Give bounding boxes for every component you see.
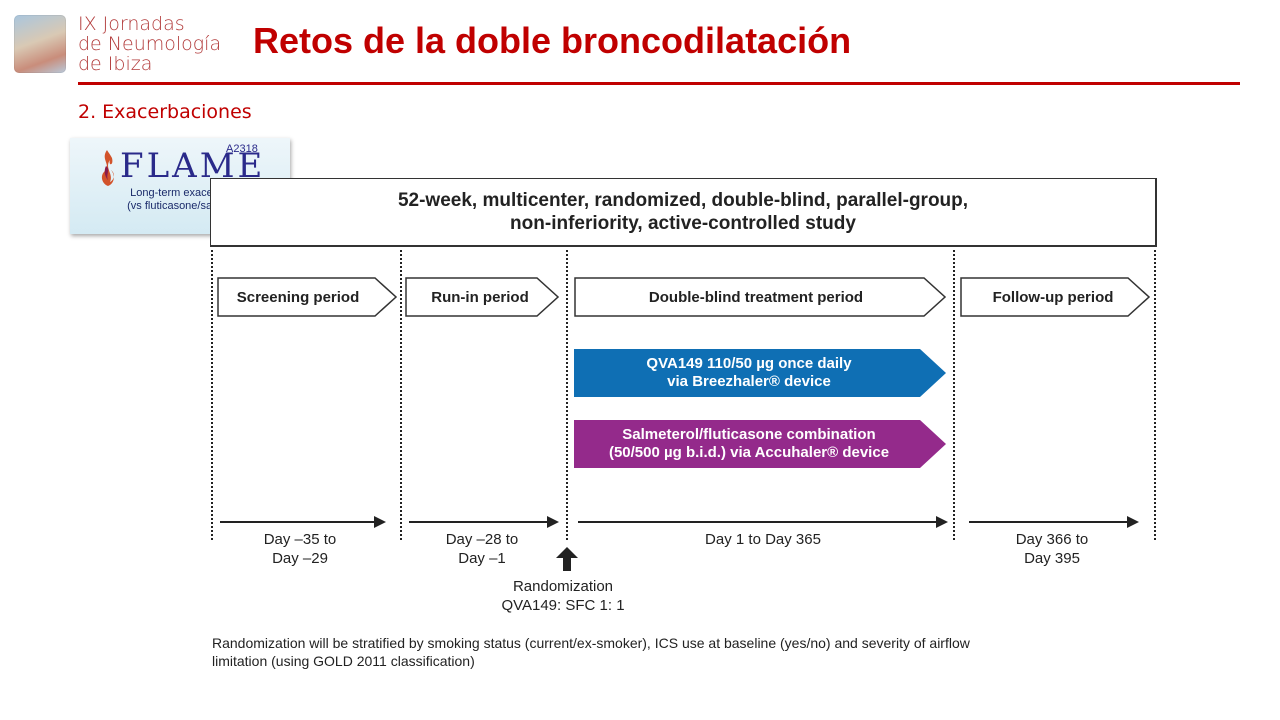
period-follow-up: Follow-up period [960,277,1150,317]
randomization-label: Randomization QVA149: SFC 1: 1 [478,577,648,615]
timeline-label-line: Day 1 to Day 365 [705,531,821,548]
flame-icon [101,150,114,186]
timeline-label-line: Day –28 to [445,531,519,548]
treatment-line-2: (50/500 µg b.i.d.) via Accuhaler® device [608,444,890,461]
logo-line-1: IX Jornadas [78,13,185,35]
timeline-label-line: Day –1 [458,550,506,567]
design-line-1: 52-week, multicenter, randomized, double… [397,190,969,211]
timeline-label-treatment: Day 1 to Day 365 [578,530,948,549]
period-label: Run-in period [431,288,529,306]
treatment-label: Salmeterol/fluticasone combination (50/5… [574,420,924,468]
randomization-line-1: Randomization [512,578,614,595]
treatment-arrow [574,349,946,397]
timeline-arrow [409,512,561,532]
page-title: Retos de la doble broncodilatación [253,20,852,61]
design-line-2: non-inferiority, active-controlled study [510,213,856,234]
footnote-line-2: limitation (using GOLD 2011 classificati… [212,653,475,669]
footnote-line-1: Randomization will be stratified by smok… [212,635,970,651]
logo-line-3: de Ibiza [78,53,153,75]
phase-separator [1154,250,1156,540]
logo-text: IX Jornadas de Neumología de Ibiza [78,14,248,74]
phase-separator [566,250,568,540]
treatment-arm-qva149: QVA149 110/50 µg once daily via Breezhal… [574,349,946,397]
treatment-arrow [574,420,946,468]
phase-separator [400,250,402,540]
stratification-footnote: Randomization will be stratified by smok… [212,634,1152,670]
treatment-line-1: QVA149 110/50 µg once daily [646,355,852,372]
study-design-box: 52-week, multicenter, randomized, double… [210,178,1157,247]
period-label: Double-blind treatment period [648,288,864,306]
period-screening: Screening period [217,277,397,317]
treatment-line-1: Salmeterol/fluticasone combination [622,426,876,443]
timeline-label-line: Day 366 to [1015,531,1089,548]
logo-image [14,15,66,73]
timeline-label-screening: Day –35 to Day –29 [220,530,380,568]
period-label: Screening period [236,288,360,306]
randomization-arrow-icon [556,547,578,571]
period-run-in: Run-in period [405,277,559,317]
period-label: Follow-up period [992,288,1114,306]
treatment-arm-sfc: Salmeterol/fluticasone combination (50/5… [574,420,946,468]
timeline-arrow [578,512,950,532]
phase-separator [953,250,955,540]
timeline-label-line: Day –35 to [263,531,337,548]
randomization-line-2: QVA149: SFC 1: 1 [501,597,625,614]
section-subtitle: 2. Exacerbaciones [78,101,252,123]
study-code: A2318 [226,143,258,155]
treatment-label: QVA149 110/50 µg once daily via Breezhal… [574,349,924,397]
period-double-blind: Double-blind treatment period [574,277,946,317]
timeline-label-line: Day –29 [272,550,328,567]
timeline-label-line: Day 395 [1024,550,1080,567]
phase-separator [211,250,213,540]
timeline-arrow [969,512,1141,532]
logo-line-2: de Neumología [78,33,222,55]
title-divider [78,82,1240,85]
treatment-line-2: via Breezhaler® device [667,373,831,390]
timeline-arrow [220,512,388,532]
timeline-label-follow-up: Day 366 to Day 395 [972,530,1132,568]
timeline-label-run-in: Day –28 to Day –1 [402,530,562,568]
